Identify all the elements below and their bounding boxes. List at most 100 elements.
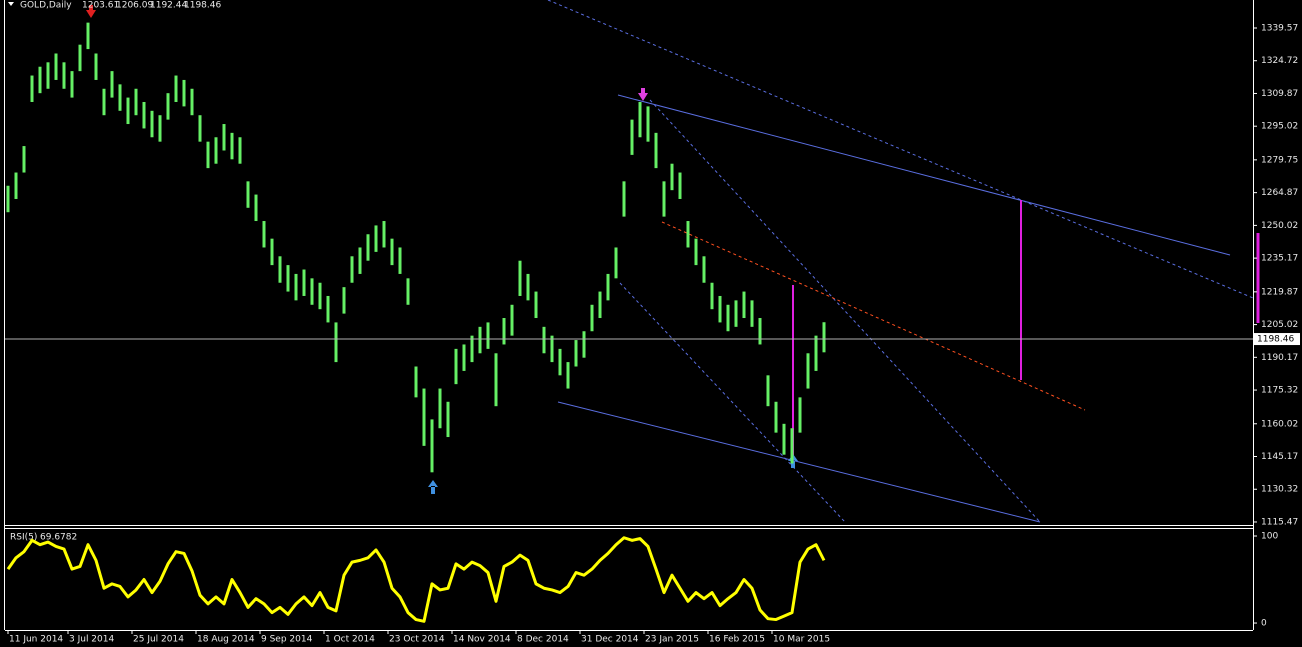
price-bar <box>518 260 522 296</box>
price-bar <box>454 348 458 385</box>
symbol: GOLD,Daily <box>20 1 72 11</box>
price-bar <box>646 106 650 142</box>
rsi-last: 69.6782 <box>40 533 77 543</box>
price-bar <box>742 291 746 319</box>
price-bar <box>422 388 426 446</box>
y-tick-label: 1130.32 <box>1261 485 1298 495</box>
header-value: 1203.61 <box>82 1 119 11</box>
y-tick-label: 1190.17 <box>1261 353 1298 363</box>
price-bar <box>238 137 242 164</box>
price-bar <box>438 388 442 429</box>
price-bar <box>510 304 514 336</box>
price-bar <box>686 221 690 248</box>
price-bar <box>54 53 58 80</box>
price-bar <box>766 375 770 407</box>
price-bar <box>94 53 98 80</box>
price-bar <box>390 238 394 266</box>
header-value: 1198.46 <box>184 1 221 11</box>
price-bar <box>758 318 762 345</box>
price-bar <box>638 101 642 138</box>
last-price-label: 1198.46 <box>1257 335 1294 345</box>
price-bar <box>302 269 306 296</box>
price-bar <box>358 247 362 274</box>
trend-line <box>547 0 1254 299</box>
price-bar <box>46 62 50 89</box>
y-tick-label: 1175.32 <box>1261 386 1298 396</box>
price-bar <box>582 331 586 358</box>
price-bar <box>6 185 10 213</box>
x-tick-label: 11 Jun 2014 <box>9 635 63 645</box>
price-bar <box>270 238 274 266</box>
price-bar <box>158 115 162 142</box>
price-bar <box>126 97 130 125</box>
x-tick-label: 14 Nov 2014 <box>453 635 511 645</box>
price-bar <box>798 397 802 433</box>
price-bar <box>230 132 234 160</box>
price-bar <box>734 300 738 327</box>
rsi-tick-label: 100 <box>1261 532 1278 542</box>
price-bar <box>470 335 474 363</box>
price-bar <box>486 322 490 349</box>
price-bar <box>750 300 754 327</box>
price-bar <box>678 172 682 199</box>
price-bar <box>446 401 450 438</box>
price-bar <box>718 295 722 323</box>
price-bar <box>198 115 202 142</box>
price-bar <box>558 348 562 376</box>
price-bar <box>150 110 154 138</box>
price-bar <box>542 326 546 354</box>
x-tick-label: 10 Mar 2015 <box>773 635 830 645</box>
y-tick-label: 1339.57 <box>1261 23 1298 33</box>
price-bar <box>550 335 554 363</box>
price-bar <box>334 322 338 363</box>
trend-line <box>619 282 846 523</box>
price-bar <box>310 278 314 305</box>
price-bar <box>694 238 698 266</box>
price-bar <box>622 181 626 217</box>
trend-line <box>557 401 1041 523</box>
price-bar <box>70 71 74 98</box>
price-bar <box>102 88 106 116</box>
price-bar <box>206 141 210 169</box>
rsi-tick-label: 0 <box>1261 619 1267 629</box>
price-bar <box>574 340 578 367</box>
price-bar <box>590 304 594 332</box>
arrow-down <box>86 5 96 18</box>
header-value: 1192.44 <box>150 1 187 11</box>
price-bar <box>534 291 538 319</box>
trend-line <box>617 94 1231 256</box>
price-bar <box>726 304 730 332</box>
price-bar <box>502 318 506 345</box>
y-tick-label: 1219.87 <box>1261 287 1298 297</box>
price-bar <box>294 273 298 301</box>
price-bar <box>166 93 170 120</box>
price-bar <box>278 256 282 283</box>
y-tick-label: 1295.02 <box>1261 122 1298 132</box>
price-bar <box>174 75 178 102</box>
price-bar <box>286 265 290 292</box>
price-bar <box>414 366 418 398</box>
price-bar <box>118 84 122 111</box>
price-bar <box>142 101 146 129</box>
price-bar <box>342 287 346 314</box>
price-bar <box>222 124 226 151</box>
price-bar <box>462 344 466 371</box>
y-tick-label: 1205.02 <box>1261 320 1298 330</box>
price-bar <box>14 172 18 199</box>
price-bar <box>134 88 138 116</box>
price-bar <box>86 22 90 50</box>
price-bar <box>30 75 34 102</box>
x-tick-label: 9 Sep 2014 <box>261 635 313 645</box>
price-bar <box>494 353 498 407</box>
price-bar <box>710 282 714 310</box>
x-tick-label: 8 Dec 2014 <box>517 635 569 645</box>
x-tick-label: 23 Oct 2014 <box>389 635 445 645</box>
price-bar <box>318 282 322 310</box>
price-bar <box>822 322 826 353</box>
price-bar <box>526 273 530 301</box>
price-bar <box>790 428 794 464</box>
price-bar <box>598 291 602 319</box>
trend-line <box>661 221 1086 411</box>
price-bar <box>806 353 810 389</box>
